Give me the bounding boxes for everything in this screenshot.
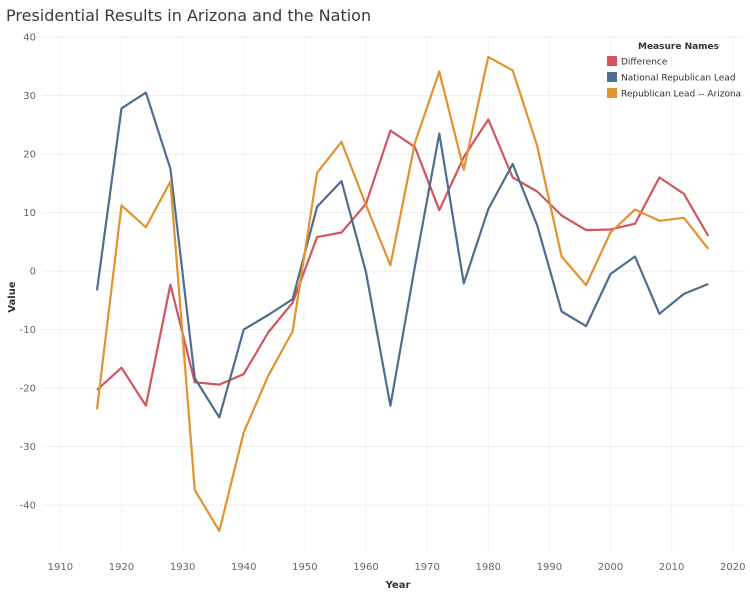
legend-swatch-republican-lead-arizona	[607, 88, 617, 98]
x-tick-label: 1970	[414, 562, 439, 573]
legend: Measure Names Difference National Republi…	[607, 42, 741, 100]
chart-title: Presidential Results in Arizona and the …	[6, 6, 372, 25]
legend-swatch-difference	[607, 56, 617, 66]
x-axis-title: Year	[385, 580, 411, 591]
legend-label-difference: Difference	[621, 58, 668, 68]
gridlines	[42, 36, 745, 552]
y-tick-label: 10	[23, 208, 36, 219]
legend-label-republican-lead-arizona: Republican Lead -- Arizona	[621, 90, 741, 100]
y-axis-ticks: 40 30 20 10 0 -10 -20 -30 -40	[20, 33, 36, 512]
series-lines	[95, 55, 710, 533]
y-tick-label: -10	[20, 325, 36, 336]
y-tick-label: -40	[20, 501, 36, 512]
x-tick-label: 1940	[231, 562, 256, 573]
y-tick-label: 30	[23, 91, 36, 102]
y-tick-label: -20	[20, 384, 36, 395]
y-tick-label: 0	[30, 267, 36, 278]
legend-swatch-national-republican-lead	[607, 72, 617, 82]
x-tick-label: 1990	[537, 562, 562, 573]
x-tick-label: 2020	[720, 562, 745, 573]
series-line-national-republican-lead	[95, 91, 709, 419]
x-tick-label: 1980	[476, 562, 501, 573]
x-tick-label: 1960	[353, 562, 378, 573]
x-axis-ticks: 1910 1920 1930 1940 1950 1960 1970 1980 1990 2000…	[48, 562, 746, 573]
y-tick-label: 20	[23, 150, 36, 161]
x-tick-label: 1910	[48, 562, 73, 573]
y-tick-label: -30	[20, 442, 36, 453]
x-tick-label: 2000	[598, 562, 623, 573]
y-tick-label: 40	[23, 33, 36, 44]
legend-label-national-republican-lead: National Republican Lead	[621, 74, 736, 84]
series-line-difference	[96, 118, 710, 407]
x-tick-label: 1930	[170, 562, 195, 573]
x-tick-label: 2010	[659, 562, 684, 573]
x-tick-label: 1920	[109, 562, 134, 573]
x-tick-label: 1950	[292, 562, 317, 573]
legend-title: Measure Names	[638, 42, 719, 52]
y-axis-title: Value	[7, 281, 18, 312]
series-line-republican-lead-arizona	[95, 55, 710, 533]
